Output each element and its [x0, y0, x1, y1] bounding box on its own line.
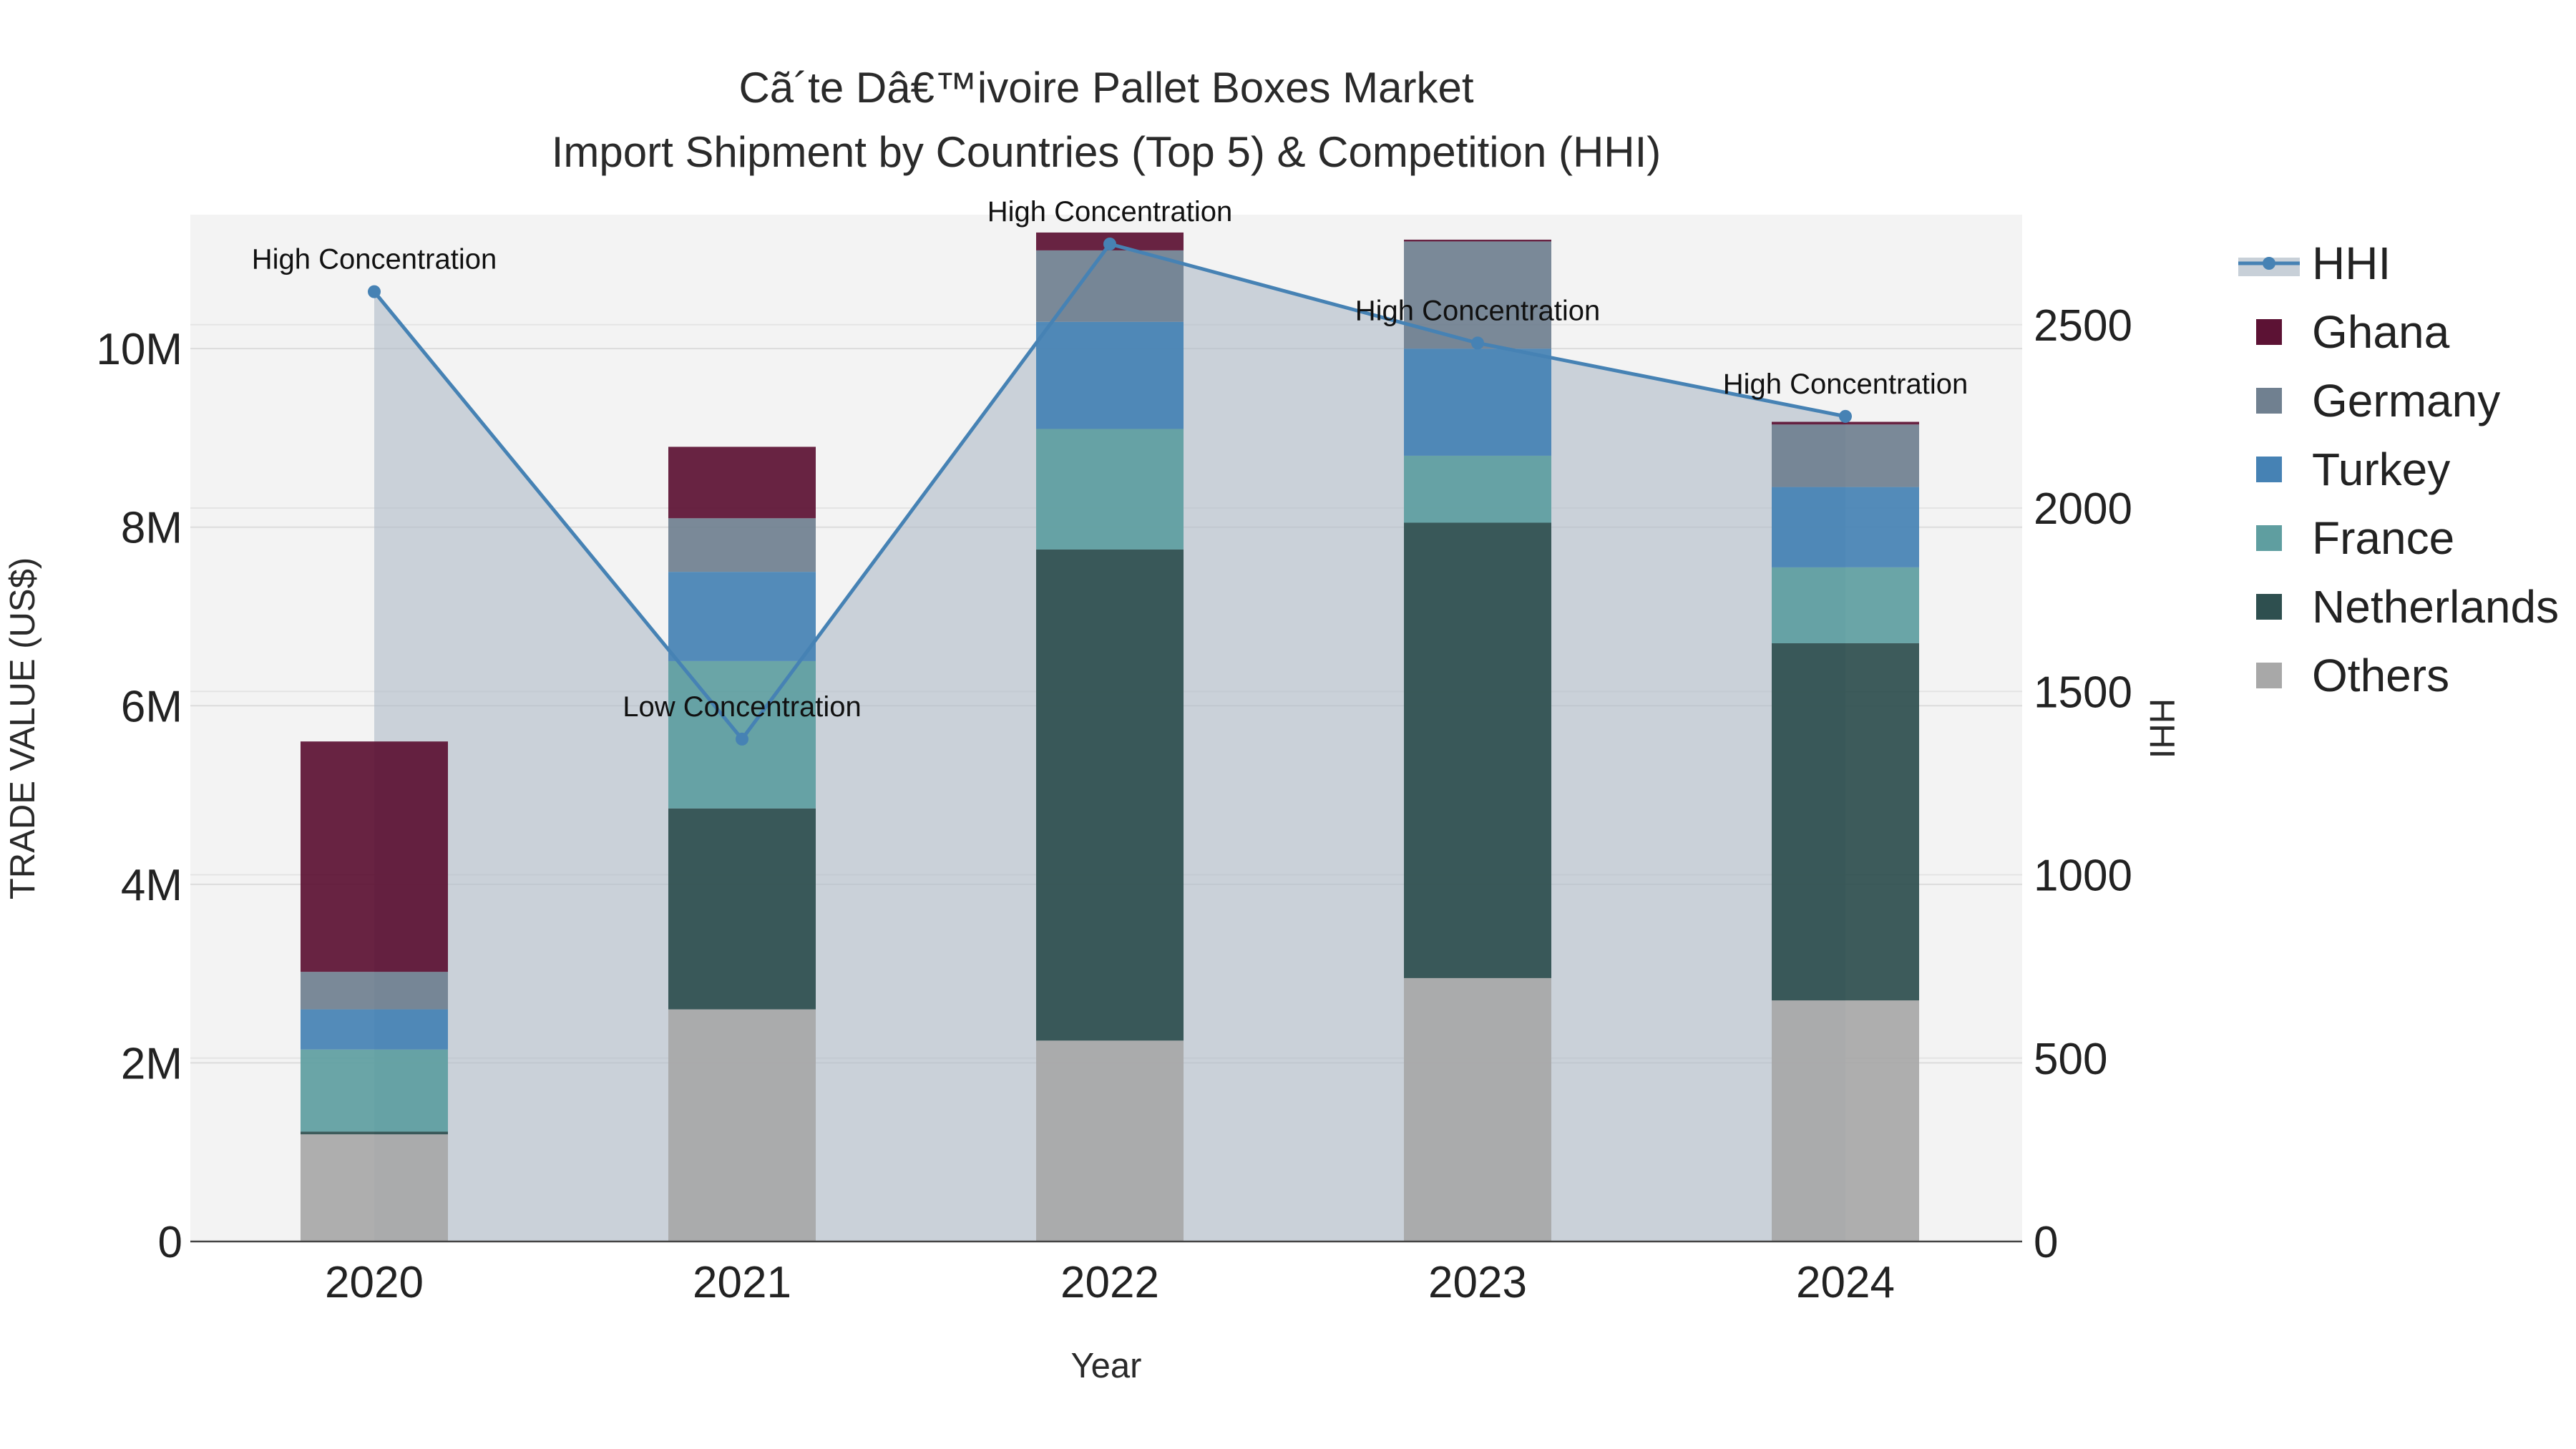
legend-swatch-turkey — [2256, 457, 2282, 482]
bars-layer — [301, 232, 1919, 1241]
y2-tick-label: 500 — [2034, 1035, 2107, 1084]
bar-turkey-2023[interactable] — [1404, 348, 1551, 456]
legend: HHI Ghana Germany Turkey France Netherlands Ot… — [2238, 238, 2559, 701]
legend-swatch-netherlands — [2256, 594, 2282, 620]
bar-netherlands-2021[interactable] — [668, 808, 816, 1010]
x-axis: 2020 2021 2022 2023 2024 — [325, 1258, 1895, 1307]
legend-label: Germany — [2312, 375, 2500, 426]
bar-netherlands-2022[interactable] — [1036, 549, 1184, 1041]
legend-item-ghana[interactable]: Ghana — [2256, 306, 2450, 358]
bar-others-2020[interactable] — [301, 1134, 448, 1241]
hhi-point-2021[interactable] — [736, 732, 748, 746]
legend-swatch-ghana — [2256, 319, 2282, 345]
chart-title: Cã´te Dâ€™ivoire Pallet Boxes Market — [738, 64, 1473, 112]
bar-germany-2021[interactable] — [668, 518, 816, 572]
legend-swatch-others — [2256, 663, 2282, 688]
legend-swatch-germany — [2256, 388, 2282, 414]
bar-netherlands-2024[interactable] — [1772, 643, 1919, 1001]
legend-swatch-hhi-marker — [2263, 257, 2275, 270]
annotations: High Concentration Low Concentration High … — [252, 196, 1968, 723]
hhi-annotation: High Concentration — [1355, 295, 1600, 326]
legend-label: Others — [2312, 650, 2449, 701]
y2-tick-label: 1000 — [2034, 852, 2132, 901]
legend-item-hhi[interactable]: HHI — [2238, 238, 2391, 289]
hhi-point-2020[interactable] — [368, 285, 381, 298]
bar-ghana-2021[interactable] — [668, 447, 816, 519]
bar-turkey-2024[interactable] — [1772, 487, 1919, 567]
legend-item-others[interactable]: Others — [2256, 650, 2449, 701]
bar-germany-2020[interactable] — [301, 972, 448, 1010]
legend-swatch-france — [2256, 525, 2282, 551]
bar-ghana-2023[interactable] — [1404, 239, 1551, 242]
x-tick-label: 2021 — [693, 1258, 791, 1307]
bar-turkey-2022[interactable] — [1036, 321, 1184, 429]
bar-turkey-2021[interactable] — [668, 572, 816, 661]
x-tick-label: 2024 — [1796, 1258, 1895, 1307]
y2-axis: 0 500 1000 1500 2000 2500 — [2034, 301, 2132, 1267]
x-tick-label: 2022 — [1060, 1258, 1159, 1307]
bar-others-2022[interactable] — [1036, 1040, 1184, 1241]
bar-others-2024[interactable] — [1772, 1000, 1919, 1241]
y-tick-label: 4M — [121, 861, 182, 910]
y2-tick-label: 2000 — [2034, 484, 2132, 534]
bar-ghana-2024[interactable] — [1772, 421, 1919, 425]
legend-item-turkey[interactable]: Turkey — [2256, 444, 2450, 495]
hhi-point-2022[interactable] — [1103, 238, 1116, 250]
y-tick-label: 10M — [96, 325, 182, 374]
bar-germany-2024[interactable] — [1772, 424, 1919, 487]
hhi-line-layer — [368, 238, 1852, 746]
y-tick-label: 6M — [121, 682, 182, 731]
legend-label: Turkey — [2312, 444, 2450, 495]
bar-france-2022[interactable] — [1036, 429, 1184, 550]
y2-tick-label: 1500 — [2034, 668, 2132, 717]
x-tick-label: 2023 — [1428, 1258, 1527, 1307]
y-tick-label: 8M — [121, 504, 182, 553]
hhi-annotation: High Concentration — [987, 196, 1232, 228]
y-axis: 0 2M 4M 6M 8M 10M — [96, 325, 182, 1267]
y-tick-label: 0 — [158, 1218, 182, 1267]
hhi-point-2023[interactable] — [1471, 336, 1484, 350]
hhi-annotation: Low Concentration — [623, 691, 862, 723]
y-axis-title: TRADE VALUE (US$) — [4, 557, 42, 899]
bar-others-2023[interactable] — [1404, 977, 1551, 1241]
legend-item-france[interactable]: France — [2256, 512, 2454, 564]
x-tick-label: 2020 — [325, 1258, 424, 1307]
bar-netherlands-2020[interactable] — [301, 1131, 448, 1135]
y-tick-label: 2M — [121, 1039, 182, 1088]
legend-label: HHI — [2312, 238, 2391, 289]
bar-netherlands-2023[interactable] — [1404, 522, 1551, 978]
hhi-annotation: High Concentration — [1723, 369, 1968, 400]
legend-label: Ghana — [2312, 306, 2450, 358]
hhi-point-2024[interactable] — [1839, 409, 1852, 423]
bar-france-2020[interactable] — [301, 1049, 448, 1132]
bar-france-2023[interactable] — [1404, 455, 1551, 523]
chart-subtitle: Import Shipment by Countries (Top 5) & C… — [552, 128, 1662, 176]
legend-label: France — [2312, 512, 2454, 564]
bar-ghana-2020[interactable] — [301, 741, 448, 972]
bar-turkey-2020[interactable] — [301, 1009, 448, 1050]
y2-axis-title: HHI — [2142, 698, 2181, 758]
bar-france-2024[interactable] — [1772, 567, 1919, 643]
x-axis-title: Year — [1070, 1347, 1141, 1385]
y2-tick-label: 0 — [2034, 1218, 2058, 1267]
hhi-annotation: High Concentration — [252, 244, 497, 275]
legend-label: Netherlands — [2312, 581, 2559, 633]
legend-item-germany[interactable]: Germany — [2256, 375, 2500, 426]
legend-item-netherlands[interactable]: Netherlands — [2256, 581, 2559, 633]
y2-tick-label: 2500 — [2034, 301, 2132, 351]
bar-others-2021[interactable] — [668, 1009, 816, 1241]
